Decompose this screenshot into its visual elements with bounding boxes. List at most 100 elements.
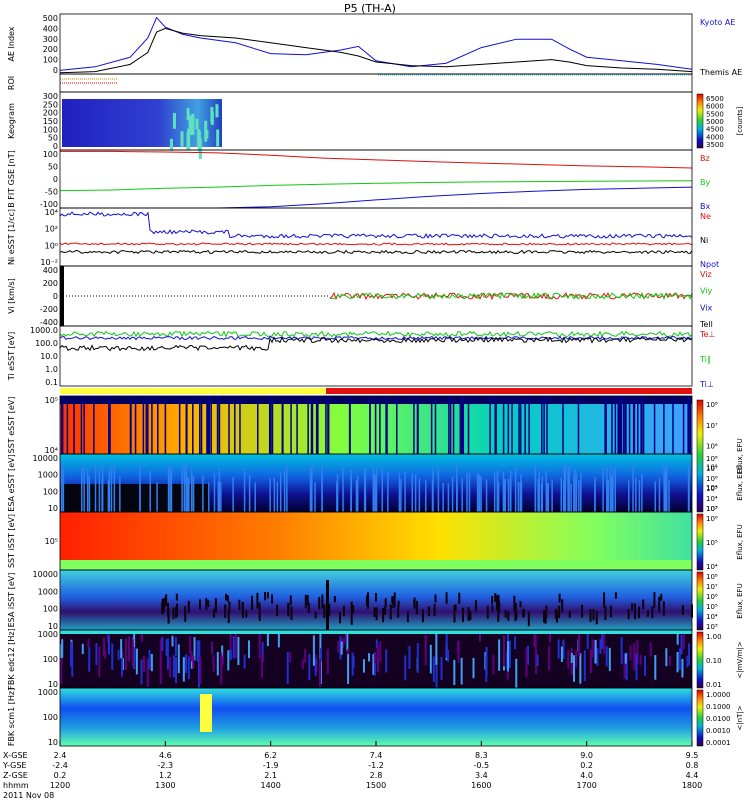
fbk-edc-noise: [182, 657, 185, 682]
sst-e-noise: [507, 396, 510, 454]
fbk-edc-ytick: 1000: [38, 630, 58, 639]
esa-e-noise: [602, 467, 604, 516]
esa-e-noise: [185, 464, 187, 513]
esa-e-noise: [375, 468, 378, 517]
temperature-ytick: 0.1: [45, 378, 58, 387]
esa-e-noise: [108, 469, 111, 518]
sst-e-noise: [296, 396, 298, 454]
velocity-ytick: 400: [43, 266, 58, 275]
fbk-edc-noise: [515, 658, 518, 689]
esa-e-noise: [570, 483, 572, 532]
keogram-colorbar-tick: 5500: [706, 110, 724, 118]
esa-e-noise: [83, 466, 85, 515]
sst-e-noise: [396, 396, 398, 454]
esa-e-noise: [374, 473, 376, 522]
sst-e-noise: [83, 396, 85, 454]
esa-i-noise: [383, 606, 386, 615]
sst-e-noise: [449, 396, 452, 454]
esa-i-noise: [256, 592, 259, 609]
sst-e-noise: [317, 396, 319, 454]
esa-e-noise: [425, 480, 427, 529]
sst-e-noise: [186, 396, 188, 454]
esa-e-noise: [594, 477, 596, 526]
esa-e-noise: [574, 470, 576, 519]
sst-e-noise: [462, 396, 465, 454]
esa-i-noise: [306, 594, 309, 606]
esa-e-noise: [664, 469, 667, 518]
fbk-edc-noise: [344, 631, 347, 643]
sst-e-noise: [208, 396, 210, 454]
fbk-edc-noise: [536, 654, 539, 667]
temperature-ytick: 1000.0: [30, 326, 58, 335]
esa-i-noise: [287, 605, 290, 614]
esa-e-ytick: 1000: [38, 471, 58, 480]
fbk-edc-colorbar: [696, 631, 704, 689]
sst-e-noise: [617, 396, 620, 454]
sst-e-colorbar-tick: 10⁵: [706, 463, 718, 471]
esa-i-noise: [415, 600, 418, 615]
sst-e-noise: [271, 396, 274, 454]
esa-e-noise: [381, 466, 384, 515]
sst-i-ytick: 10⁵: [45, 537, 58, 546]
sst-e-noise: [385, 396, 387, 454]
esa-e-noise: [232, 476, 234, 525]
keogram-colorbar-tick: 4500: [706, 126, 724, 134]
fbk-edc-noise: [362, 659, 365, 673]
footer-value: 3.4: [475, 771, 488, 780]
esa-i-noise: [554, 608, 557, 619]
fbk-edc-ylabel: FBK edc12 [Hz]: [7, 628, 16, 689]
esa-e-noise: [520, 474, 522, 523]
fbk-edc-noise: [301, 659, 304, 670]
fbk-edc-noise: [527, 645, 530, 665]
esa-i-spike: [326, 580, 329, 630]
fbk-edc-noise: [586, 631, 589, 650]
esa-i-noise: [486, 605, 489, 619]
fbk-edc-noise: [71, 648, 74, 677]
fbk-edc-noise: [248, 640, 251, 659]
fbk-edc-noise: [229, 649, 232, 660]
density-legend-item: Ne: [700, 212, 711, 221]
esa-e-noise: [496, 469, 499, 518]
sst-e-noise: [416, 396, 419, 454]
fbk-edc-noise: [211, 641, 214, 655]
esa-e-noise: [517, 481, 520, 530]
esa-e-noise: [537, 479, 539, 528]
bfield-ytick: -50: [45, 188, 58, 197]
keogram-streak: [191, 113, 195, 135]
esa-e-colorbar-tick: 10⁸: [706, 455, 718, 463]
fbk-edc-noise: [258, 631, 261, 659]
esa-e-noise: [80, 467, 83, 516]
fbk-scm-colorbar: [696, 689, 704, 747]
sst-e-noise: [61, 396, 63, 454]
sst-e-noise: [134, 396, 137, 454]
density-npot-line: [59, 249, 693, 255]
fbk-edc-noise: [549, 631, 552, 643]
sst-e-noise: [61, 396, 64, 454]
fbk-edc-noise: [654, 655, 657, 680]
esa-i-noise: [544, 610, 547, 624]
velocity-ytick: -400: [40, 318, 58, 327]
fbk-edc-noise: [220, 652, 223, 685]
esa-e-noise: [167, 465, 170, 514]
esa-e-noise: [575, 473, 578, 522]
data-lines: [59, 16, 693, 352]
fbk-edc-noise: [472, 657, 475, 679]
sst-e-noise: [628, 396, 631, 454]
sst-e-noise: [459, 396, 462, 454]
fbk-edc-noise: [133, 646, 136, 670]
fbk-edc-noise: [624, 653, 627, 664]
density-ytick: 10⁻²: [40, 258, 58, 267]
esa-i-noise: [495, 595, 498, 611]
esa-e-noise: [606, 480, 609, 529]
fbk-edc-noise: [261, 642, 264, 662]
sst-e-ylabel: SST eSST [eV]: [7, 397, 16, 454]
esa-e-noise: [286, 465, 288, 514]
sst-e-noise: [348, 396, 351, 454]
fbk-edc-noise: [308, 653, 311, 681]
esa-i-noise: [427, 606, 430, 616]
esa-e-noise: [485, 479, 488, 528]
esa-e-noise: [336, 473, 339, 522]
velocity-legend-item: Vix: [700, 303, 713, 312]
esa-i-noise: [646, 610, 649, 617]
fbk-edc-noise: [304, 648, 307, 664]
